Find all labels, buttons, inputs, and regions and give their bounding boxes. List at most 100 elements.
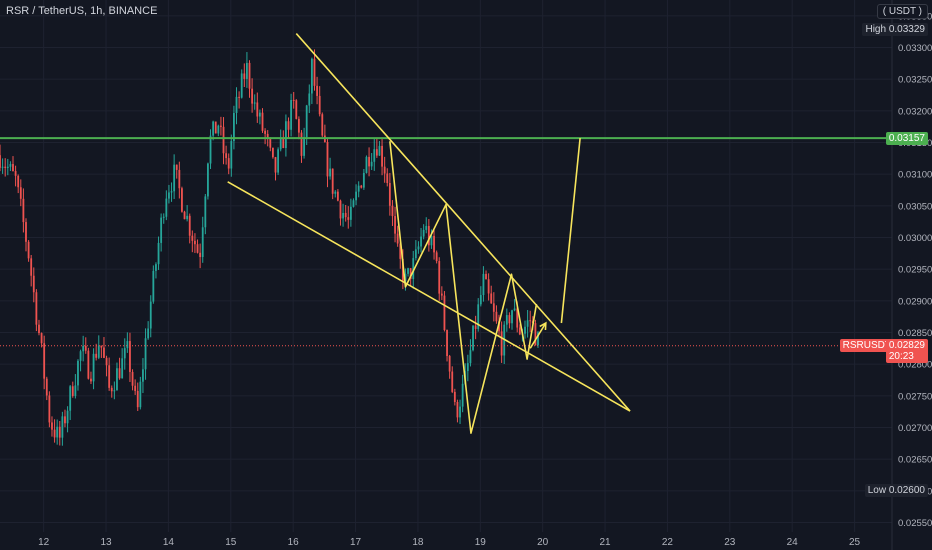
candle-body (100, 345, 103, 348)
candle-body (40, 333, 43, 344)
y-tick-label: 0.02650 (898, 455, 932, 466)
last-price-tag: 0.02829 20:23 (885, 338, 928, 363)
y-tick-label: 0.02850 (898, 328, 932, 339)
last-price-value: 0.02829 (888, 339, 925, 351)
candle-body (77, 360, 79, 386)
candle-body (482, 273, 485, 296)
candle-body (173, 164, 176, 192)
candle-body (394, 216, 396, 234)
candle-body (331, 168, 334, 194)
candle-body (446, 330, 448, 357)
candle-body (287, 121, 290, 130)
candle-body (370, 161, 373, 167)
candle-body (131, 371, 134, 386)
x-tick-label: 12 (38, 537, 50, 548)
level-price-tag: 0.03157 (885, 131, 928, 145)
candle-body (181, 188, 183, 212)
candle-body (4, 166, 7, 168)
candle-body (329, 168, 331, 177)
candle-body (490, 293, 493, 304)
wedge-trendline (295, 33, 631, 412)
candle-body (38, 324, 40, 334)
candle-body (342, 212, 344, 219)
candle-body (266, 133, 269, 139)
candle-body (466, 363, 469, 372)
candle-body (199, 252, 202, 258)
candle-body (516, 308, 519, 328)
candle-body (12, 164, 14, 172)
candle-body (399, 243, 402, 259)
candle-body (53, 429, 56, 438)
candle-body (362, 172, 365, 188)
y-tick-label: 0.03200 (898, 106, 932, 117)
candle-body (355, 191, 357, 201)
price-axis[interactable]: 0.02550 0.02600 0.02650 0.02700 0.02750 0.028… (891, 0, 932, 550)
candle-body (274, 157, 277, 173)
candle-body (401, 258, 404, 282)
candle-body (334, 191, 337, 194)
low-price-tag: Low 0.02600 (864, 484, 928, 498)
candle-body (451, 371, 454, 392)
candle-body (310, 58, 313, 94)
candle-body (417, 246, 420, 250)
currency-label: USDT (888, 6, 916, 17)
candle-body (1, 166, 4, 168)
high-label: High (865, 23, 887, 35)
candle-body (121, 358, 124, 379)
candle-body (282, 137, 285, 148)
candle-body (438, 261, 441, 294)
candle-body (116, 368, 118, 391)
candle-body (225, 153, 228, 159)
candle-body (443, 295, 446, 331)
candle-body (204, 196, 207, 228)
candle-body (339, 200, 342, 219)
candle-body (529, 320, 532, 322)
candle-body (123, 348, 126, 359)
candle-body (344, 212, 347, 218)
candle-body (318, 95, 321, 115)
candle-body (505, 315, 508, 325)
candle-body (235, 96, 238, 113)
candle-body (253, 102, 256, 104)
candle-body (375, 149, 378, 156)
candle-body (524, 326, 526, 334)
candle-body (201, 227, 204, 258)
candle-body (388, 183, 391, 206)
candle-body (258, 112, 261, 117)
y-tick-label: 0.02550 (898, 518, 932, 529)
currency-button[interactable]: ( USDT ) (876, 4, 928, 19)
candle-body (17, 175, 20, 188)
candle-body (186, 215, 189, 220)
candle-body (162, 216, 165, 218)
candle-body (427, 226, 430, 246)
candle-body (209, 135, 212, 164)
candle-body (243, 73, 246, 79)
candle-body (378, 145, 381, 156)
price-axis-panel (892, 0, 932, 550)
candle-body (308, 93, 311, 106)
candle-body (92, 353, 95, 382)
candle-body (246, 62, 248, 79)
candle-body (511, 310, 513, 324)
candle-body (386, 173, 389, 184)
candle-body (183, 211, 186, 220)
candle-body (19, 187, 22, 199)
candle-body (269, 138, 272, 148)
candle-body (168, 192, 170, 199)
low-value: 0.02600 (888, 485, 925, 497)
candle-body (453, 391, 456, 402)
y-tick-label: 0.03050 (898, 201, 932, 212)
candle-body (61, 416, 64, 438)
candle-body (537, 332, 539, 346)
time-axis[interactable]: 12 13 14 15 16 17 18 19 20 21 22 23 24 25 (38, 537, 860, 548)
candle-body (27, 241, 30, 259)
y-tick-label: 0.03000 (898, 233, 932, 244)
candle-body (14, 171, 17, 176)
candle-body (305, 105, 308, 138)
x-tick-label: 17 (350, 537, 362, 548)
candle-body (64, 416, 66, 424)
candle-body (212, 121, 215, 136)
y-tick-label: 0.02750 (898, 391, 932, 402)
candle-body (487, 279, 490, 294)
